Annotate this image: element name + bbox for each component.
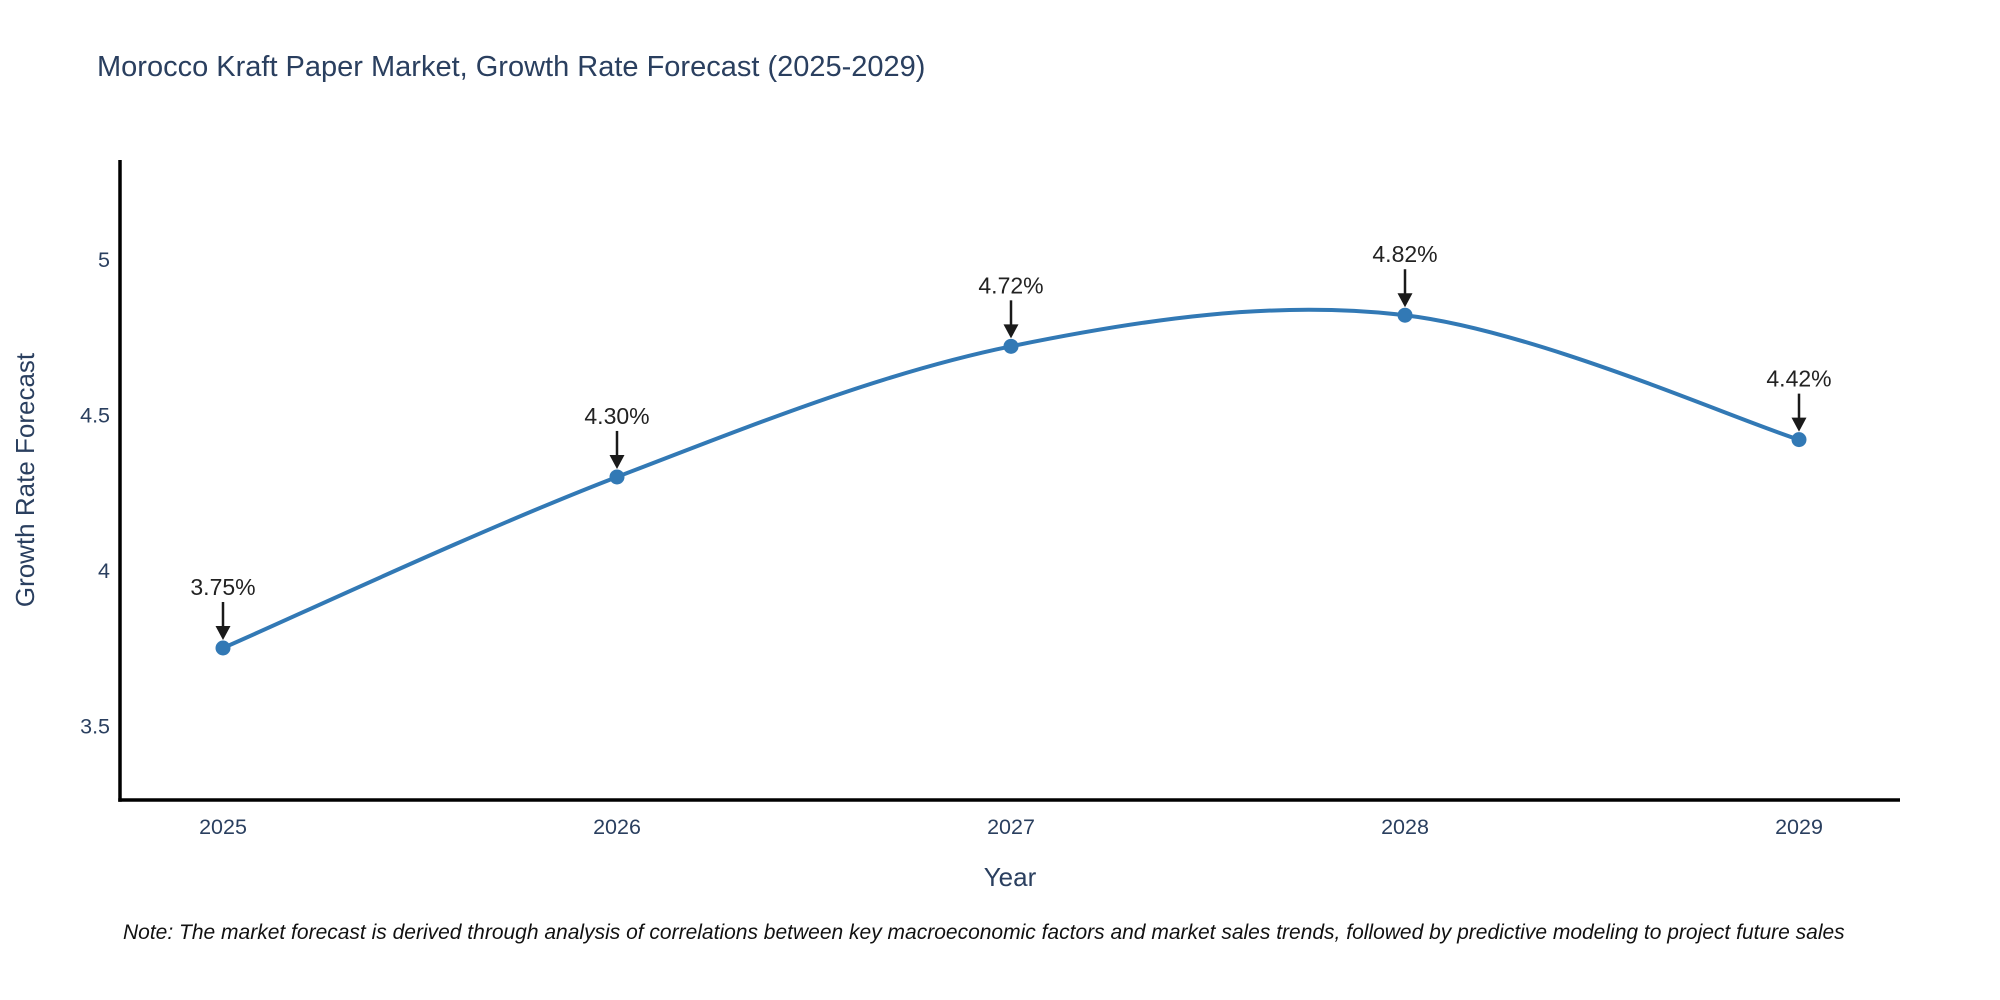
x-tick-label: 2026 [593,815,641,839]
annotation-value-label: 4.72% [978,272,1043,298]
data-point-marker [1791,432,1807,448]
data-point-marker [215,640,231,656]
annotation-arrowhead-icon [1003,324,1019,339]
annotation-arrowhead-icon [1397,293,1413,308]
annotation-value-label: 4.42% [1766,366,1831,392]
data-point-marker [1397,307,1413,323]
forecast-spline-line [221,307,1801,650]
data-point-marker [1003,338,1019,354]
y-tick-label: 5 [98,248,110,272]
annotation-value-label: 4.30% [584,403,649,429]
x-tick-label: 2027 [987,815,1035,839]
y-tick-label: 3.5 [80,714,110,738]
annotation-arrowhead-icon [1791,417,1807,432]
x-tick-label: 2029 [1775,815,1823,839]
chart-title: Morocco Kraft Paper Market, Growth Rate … [97,51,925,83]
x-tick-label: 2028 [1381,815,1429,839]
annotation-layer: 3.75% 4.30% 4.72% 4.82% 4.42% [190,241,1832,640]
y-tick-label: 4 [98,559,110,583]
annotation-value-label: 4.82% [1372,241,1437,267]
annotation-arrowhead-icon [215,626,231,640]
footnote-text: Note: The market forecast is derived thr… [123,921,1845,944]
series-layer [215,307,1807,656]
y-tick-label: 4.5 [80,403,110,427]
y-axis-title: Growth Rate Forecast [10,352,40,607]
x-axis-title: Year [984,862,1037,892]
x-tick-label: 2025 [199,815,247,839]
annotation-value-label: 3.75% [190,574,255,600]
annotation-arrowhead-icon [609,454,625,469]
ticks-layer: 3.5 4 4.5 5 2025 2026 2027 2028 2029 [80,248,1823,839]
data-point-marker [609,469,625,485]
axes-layer [118,160,1900,802]
